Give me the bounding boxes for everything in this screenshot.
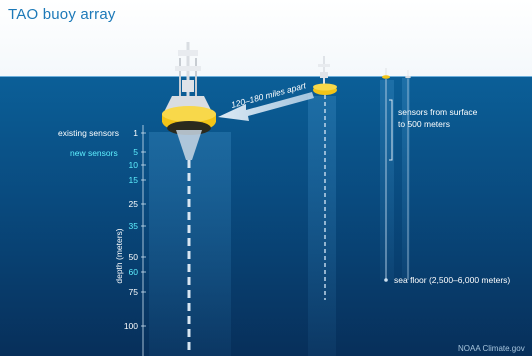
ocean-background bbox=[0, 76, 532, 356]
depth-label-15: 15 bbox=[129, 175, 139, 185]
existing-sensors-label: existing sensors bbox=[58, 128, 119, 138]
depth-label-35: 35 bbox=[129, 221, 139, 231]
surface-bracket bbox=[389, 99, 393, 161]
water-column-far2 bbox=[402, 78, 410, 278]
far-buoy bbox=[382, 68, 390, 280]
depth-label-50: 50 bbox=[129, 252, 139, 262]
depth-label-10: 10 bbox=[129, 160, 139, 170]
water-column-mid bbox=[308, 96, 336, 356]
new-sensors-label: new sensors bbox=[70, 148, 118, 158]
depth-axis-label: depth (meters) bbox=[114, 228, 124, 283]
page-title: TAO buoy array bbox=[8, 6, 116, 23]
sky-background bbox=[0, 0, 532, 76]
distant-buoy bbox=[313, 56, 337, 300]
water-column-far bbox=[380, 80, 394, 280]
depth-label-1: 1 bbox=[133, 128, 138, 138]
seafloor-label: sea floor (2,500–6,000 meters) bbox=[394, 275, 511, 285]
depth-label-100: 100 bbox=[124, 321, 138, 331]
depth-label-5: 5 bbox=[133, 147, 138, 157]
far-buoy-2 bbox=[405, 70, 411, 280]
depth-label-25: 25 bbox=[129, 199, 139, 209]
seafloor-dot bbox=[384, 278, 388, 282]
depth-label-75: 75 bbox=[129, 287, 139, 297]
surface-sensors-label-line2: to 500 meters bbox=[398, 119, 450, 129]
depth-label-60: 60 bbox=[129, 267, 139, 277]
credit-label: NOAA Climate.gov bbox=[458, 344, 525, 353]
surface-sensors-label-line1: sensors from surface bbox=[398, 107, 478, 117]
main-buoy bbox=[162, 42, 216, 350]
